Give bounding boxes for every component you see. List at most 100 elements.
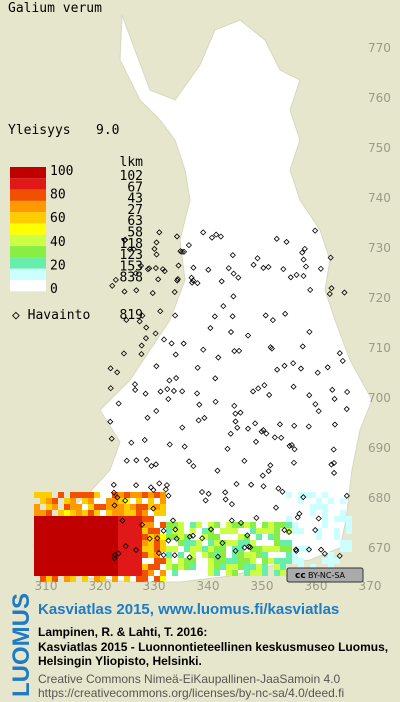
cell (130, 492, 136, 498)
cell (124, 570, 130, 576)
cell (142, 522, 148, 528)
observation-mark (119, 517, 126, 524)
cell (130, 504, 136, 510)
cell (346, 528, 352, 534)
cell (82, 510, 88, 516)
cell (46, 570, 52, 576)
cell (46, 510, 52, 516)
observation-mark (136, 318, 143, 325)
cell (214, 534, 220, 540)
observation-mark (248, 481, 255, 488)
observation-mark (189, 279, 196, 286)
cell (202, 534, 208, 540)
observation-mark (292, 546, 300, 553)
observation-mark (247, 544, 254, 551)
cell (250, 552, 256, 558)
cell (160, 504, 166, 510)
cell (166, 546, 172, 552)
cell (172, 546, 178, 552)
observation-mark (128, 439, 135, 446)
cell (214, 570, 220, 576)
cell (226, 540, 232, 546)
cell (160, 558, 166, 564)
observation-mark (190, 463, 197, 470)
legend-count: 43 (127, 192, 143, 207)
cell (304, 492, 310, 498)
cell (274, 564, 280, 570)
cell (340, 516, 346, 522)
legend-count: 63 (127, 214, 143, 229)
cell (202, 546, 208, 552)
cell (196, 546, 202, 552)
observation-mark (268, 345, 275, 352)
observation-count: 819 (120, 308, 143, 323)
cell (52, 564, 58, 570)
cell (226, 558, 232, 564)
cell (334, 558, 340, 564)
cell (46, 498, 52, 504)
observation-mark (122, 543, 129, 550)
observation-mark (253, 514, 260, 521)
observation-mark (114, 369, 121, 376)
cell (172, 564, 178, 570)
cell (106, 552, 112, 558)
legend-swatch (10, 246, 46, 258)
cell (208, 528, 214, 534)
cell (154, 540, 160, 546)
y-grid-label: 720 (368, 291, 391, 305)
cell (286, 522, 292, 528)
legend-scale-label: 60 (50, 211, 66, 226)
x-grid-label: 340 (197, 579, 220, 593)
cell (262, 528, 268, 534)
cell (70, 522, 76, 528)
y-grid-label: 760 (368, 91, 391, 105)
observation-mark (269, 317, 276, 324)
observation-mark (280, 266, 287, 273)
cell (322, 492, 328, 498)
observation-mark (110, 481, 117, 488)
observation-mark (152, 330, 159, 337)
cell (142, 534, 148, 540)
cell (136, 528, 142, 534)
observation-mark (275, 485, 282, 492)
cell (112, 510, 118, 516)
cell (58, 534, 64, 540)
cell (76, 540, 82, 546)
legend-swatch (10, 189, 46, 201)
cell (232, 552, 238, 558)
observation-mark (185, 242, 192, 249)
cell (238, 546, 244, 552)
observation-mark (305, 546, 313, 553)
observation-mark (315, 515, 322, 522)
observation-mark (186, 554, 193, 561)
cell (280, 564, 286, 570)
cell (118, 546, 124, 552)
cell (274, 558, 280, 564)
observation-mark (199, 535, 206, 542)
cell (40, 552, 46, 558)
observation-mark (147, 484, 155, 491)
cell (124, 552, 130, 558)
species-title: Galium verum (8, 1, 102, 16)
observation-mark (286, 528, 293, 536)
occurrence-cells (34, 227, 352, 582)
observation-mark (282, 310, 289, 317)
cell (316, 534, 322, 540)
cell (328, 552, 334, 558)
cell (70, 546, 76, 552)
cell (184, 540, 190, 546)
observation-mark (156, 480, 163, 487)
cell (190, 558, 196, 564)
observation-mark (178, 248, 186, 255)
legend-count: 153 (120, 259, 143, 274)
observation-mark (162, 486, 169, 493)
cell (346, 540, 352, 546)
cell (112, 564, 118, 570)
cell (214, 522, 220, 528)
cell (286, 528, 292, 534)
observation-mark (293, 271, 300, 278)
cell (160, 492, 166, 498)
cell (52, 522, 58, 528)
cell (70, 510, 76, 516)
cell (130, 558, 136, 564)
